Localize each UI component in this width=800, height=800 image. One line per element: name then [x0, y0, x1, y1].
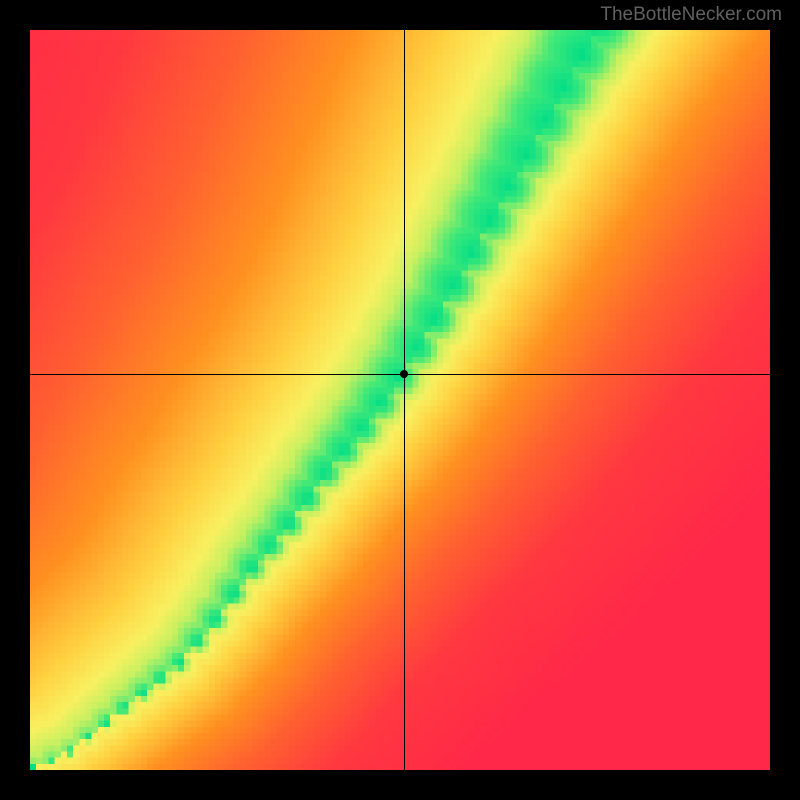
- crosshair-vertical: [404, 30, 405, 770]
- heatmap-chart: [30, 30, 770, 770]
- heatmap-canvas: [30, 30, 770, 770]
- watermark-text: TheBottleNecker.com: [600, 4, 782, 26]
- marker-dot: [400, 370, 408, 378]
